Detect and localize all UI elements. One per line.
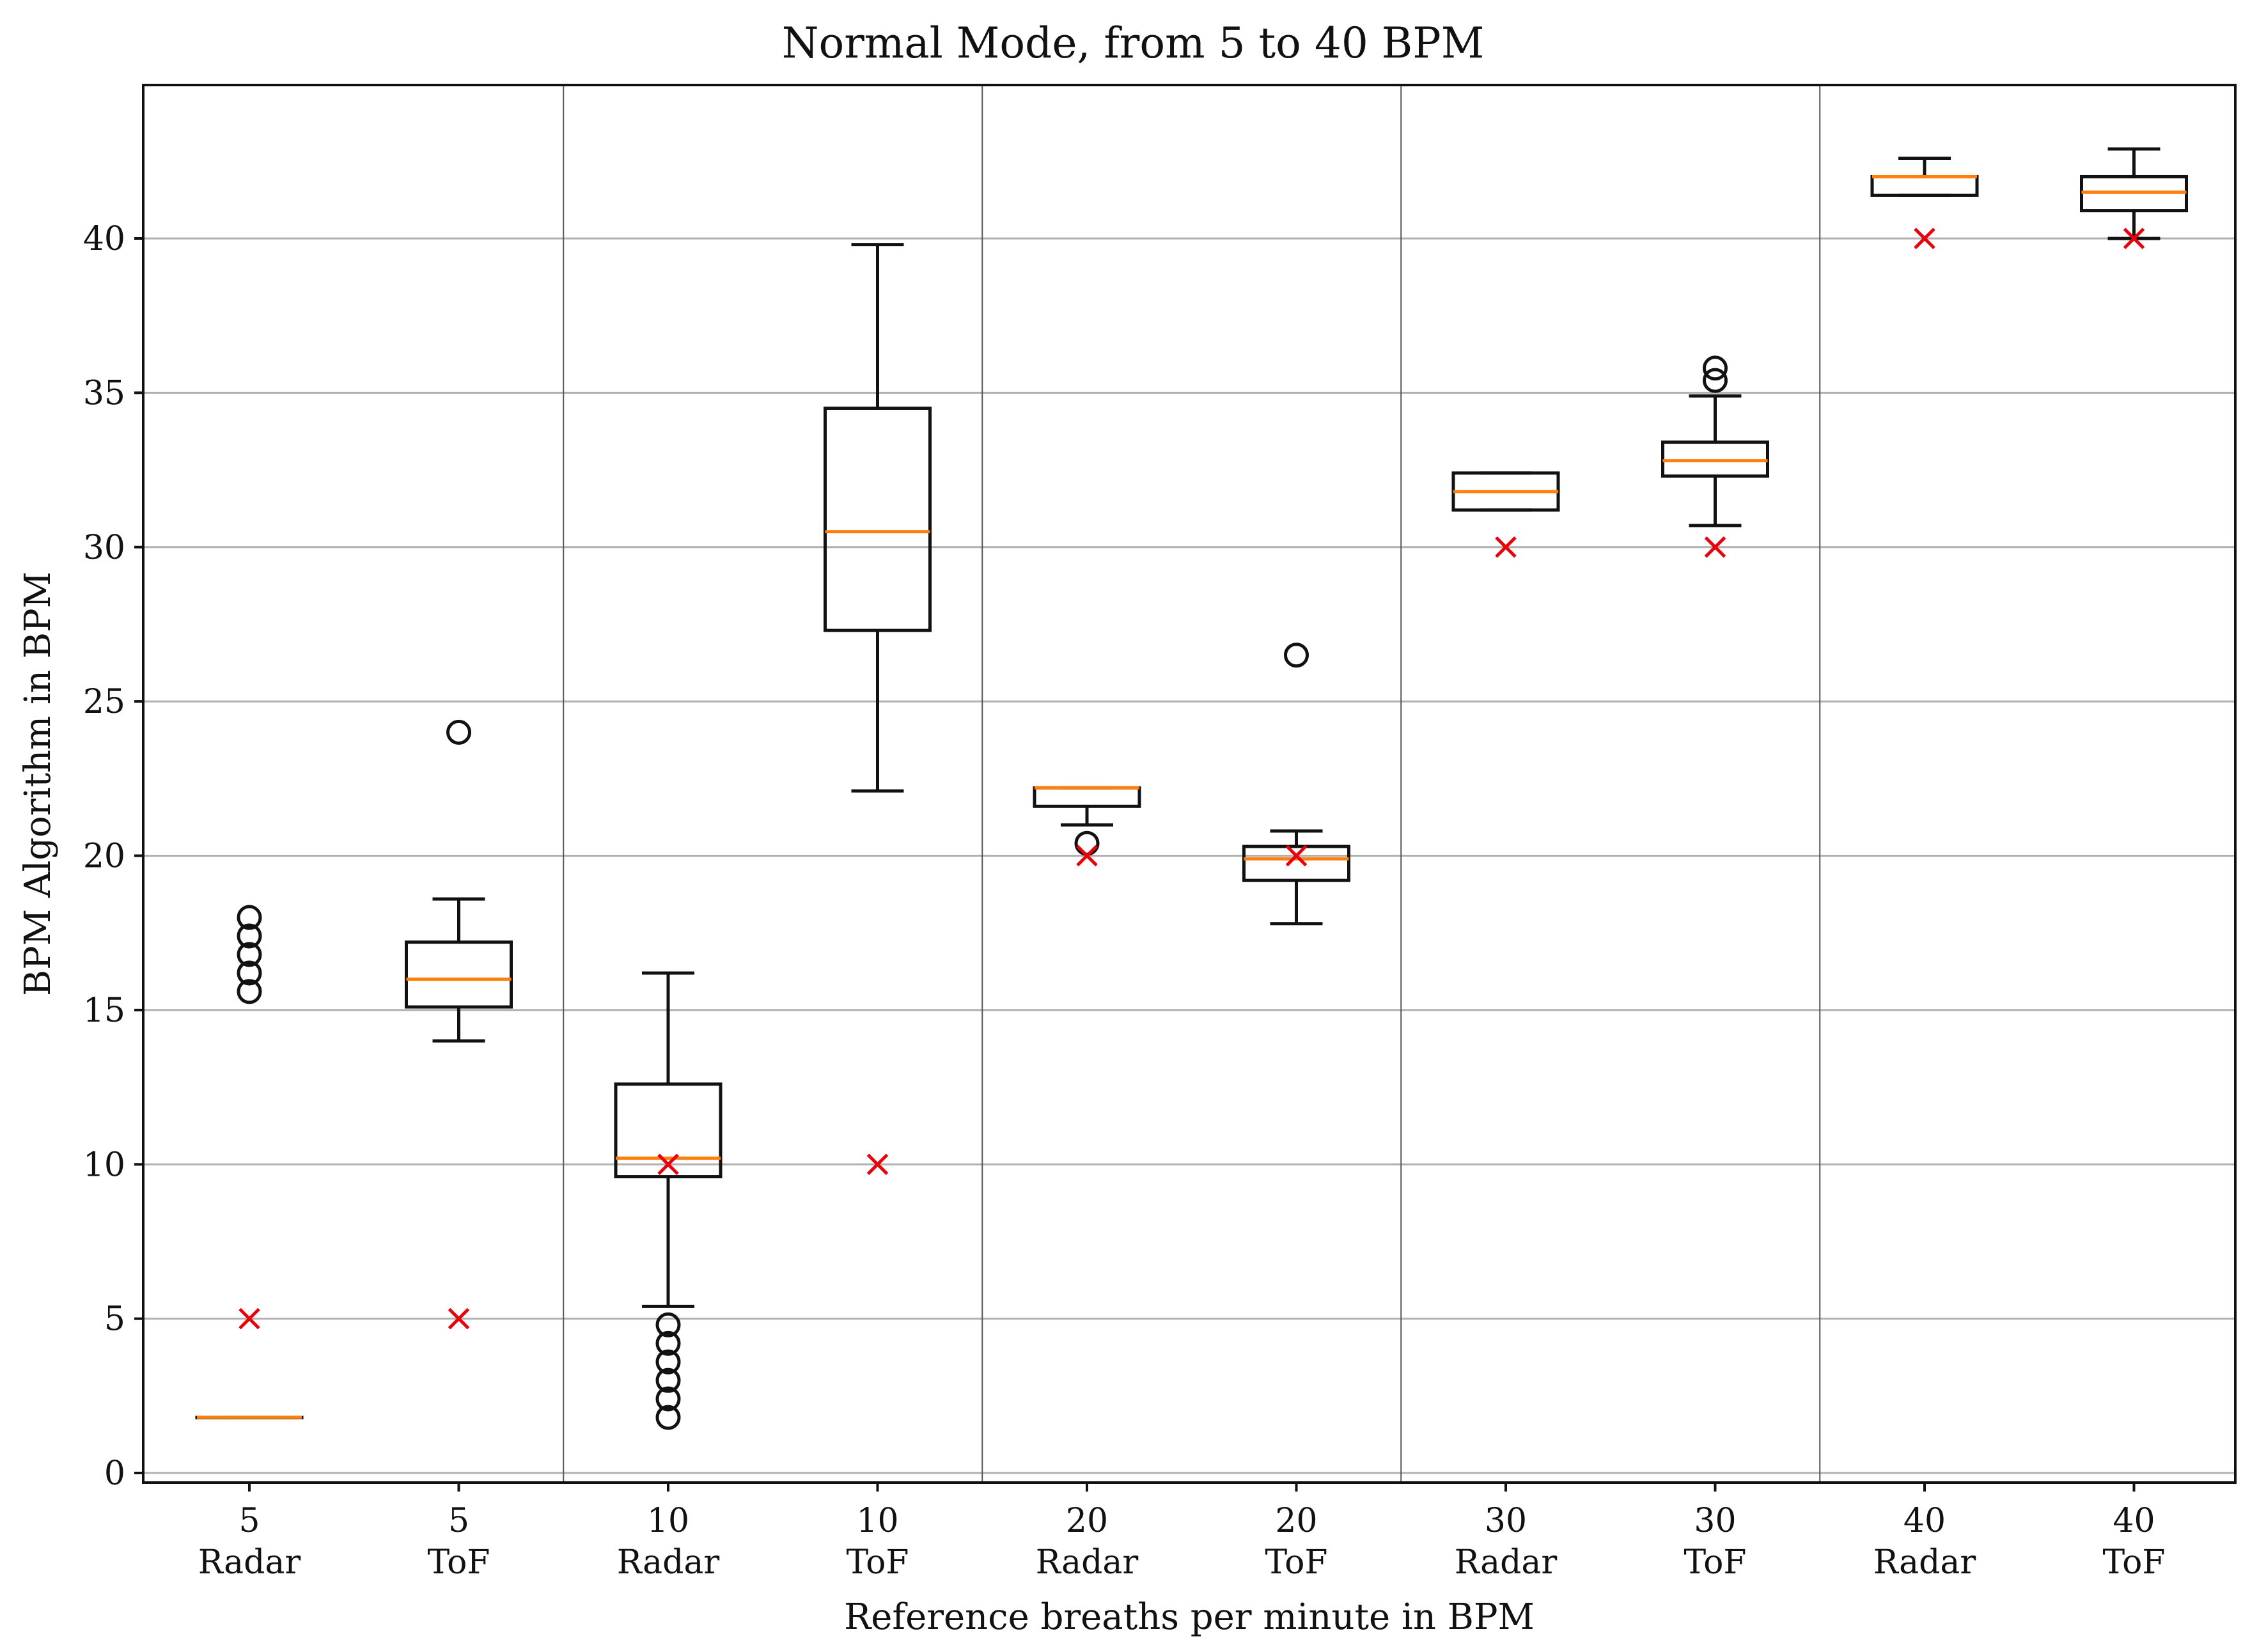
box-20-tof (1242, 643, 1350, 926)
y-tick-label: 10 (83, 1146, 125, 1184)
x-tick-label-value: 30 (1694, 1502, 1736, 1540)
y-axis-label: BPM Algorithm in BPM (17, 572, 59, 996)
outlier-point (655, 1405, 681, 1430)
reference-stroke (1495, 536, 1517, 558)
y-tick-label: 15 (83, 992, 125, 1030)
reference-stroke (238, 1307, 260, 1330)
x-tick-label-value: 5 (448, 1502, 469, 1540)
y-tick-label: 35 (83, 374, 125, 412)
reference-stroke (657, 1153, 679, 1176)
y-tick-label: 5 (104, 1300, 125, 1339)
x-tick-label-value: 30 (1485, 1502, 1527, 1540)
outlier-point (1703, 368, 1728, 393)
outlier-point (237, 905, 262, 930)
reference-stroke (866, 1153, 889, 1176)
x-tick-label-sensor: ToF (846, 1543, 909, 1582)
x-tick-label-value: 20 (1066, 1502, 1108, 1540)
box-20-radar (1033, 786, 1141, 856)
reference-stroke (1076, 845, 1098, 867)
reference-marker (1704, 536, 1726, 558)
y-tick-label: 40 (83, 220, 125, 258)
reference-marker (448, 1307, 470, 1330)
x-tick-label-value: 10 (856, 1502, 898, 1540)
reference-marker (1285, 845, 1308, 867)
iqr-box (824, 407, 932, 632)
reference-stroke (1285, 845, 1308, 867)
x-tick-label-sensor: Radar (617, 1543, 720, 1582)
x-tick-label-sensor: Radar (1036, 1543, 1139, 1582)
reference-stroke (2123, 228, 2145, 249)
x-tick-label-sensor: ToF (1265, 1543, 1327, 1582)
y-tick-label: 25 (83, 683, 125, 721)
x-axis-label: Reference breaths per minute in BPM (844, 1596, 1535, 1638)
x-tick-label-value: 10 (647, 1502, 689, 1540)
box-30-tof (1661, 355, 1769, 527)
x-tick-label-value: 40 (2113, 1502, 2155, 1540)
outlier-point (655, 1330, 681, 1356)
outlier-point (237, 979, 262, 1004)
outlier-point (655, 1349, 681, 1375)
reference-stroke (1704, 536, 1726, 558)
reference-marker (657, 1153, 679, 1176)
y-tick-label: 20 (83, 838, 125, 876)
x-tick-label-sensor: ToF (427, 1543, 490, 1582)
iqr-box (614, 1082, 723, 1179)
y-axis-ticks: 0 5 10 15 20 25 30 35 40 (83, 220, 143, 1493)
outlier-point (655, 1386, 681, 1412)
box-layer (195, 147, 2188, 1430)
x-tick-label-sensor: ToF (2102, 1543, 2165, 1582)
box-5-radar (195, 905, 304, 1420)
grid-layer (143, 237, 2235, 1474)
group-separators (563, 85, 1821, 1483)
x-tick-label-value: 20 (1275, 1502, 1317, 1540)
box-30-radar (1451, 471, 1560, 512)
reference-markers (238, 228, 2145, 1330)
x-tick-label-sensor: Radar (1455, 1543, 1558, 1582)
iqr-box (405, 940, 513, 1009)
y-tick-label: 0 (104, 1454, 125, 1493)
chart-title: Normal Mode, from 5 to 40 BPM (782, 19, 1485, 68)
outlier-point (655, 1312, 681, 1337)
iqr-box (1242, 845, 1350, 882)
reference-marker (1495, 536, 1517, 558)
outlier-point (446, 719, 471, 745)
outlier-point (1284, 643, 1309, 668)
box-5-tof (405, 719, 513, 1043)
x-tick-label-sensor: Radar (1873, 1543, 1976, 1582)
x-tick-label-value: 40 (1903, 1502, 1946, 1540)
outlier-point (237, 942, 262, 967)
reference-stroke (448, 1307, 470, 1330)
box-10-radar (614, 971, 723, 1430)
plot-frame (142, 84, 2237, 1484)
x-axis-ticks: 5Radar5ToF10Radar10ToF20Radar20ToF30Rada… (198, 1483, 2166, 1582)
outlier-point (237, 960, 262, 986)
reference-marker (866, 1153, 889, 1176)
reference-marker (238, 1307, 260, 1330)
reference-marker (2123, 228, 2145, 249)
reference-marker (1076, 845, 1098, 867)
box-10-tof (824, 243, 932, 793)
x-tick-label-sensor: ToF (1684, 1543, 1746, 1582)
outlier-point (655, 1368, 681, 1393)
reference-marker (1914, 228, 1935, 249)
outlier-point (237, 923, 262, 949)
box-40-radar (1870, 156, 1979, 197)
y-tick-label: 30 (83, 529, 125, 567)
x-tick-label-sensor: Radar (198, 1543, 301, 1582)
outlier-point (1703, 355, 1728, 381)
reference-stroke (1914, 228, 1935, 249)
x-tick-label-value: 5 (238, 1502, 260, 1540)
